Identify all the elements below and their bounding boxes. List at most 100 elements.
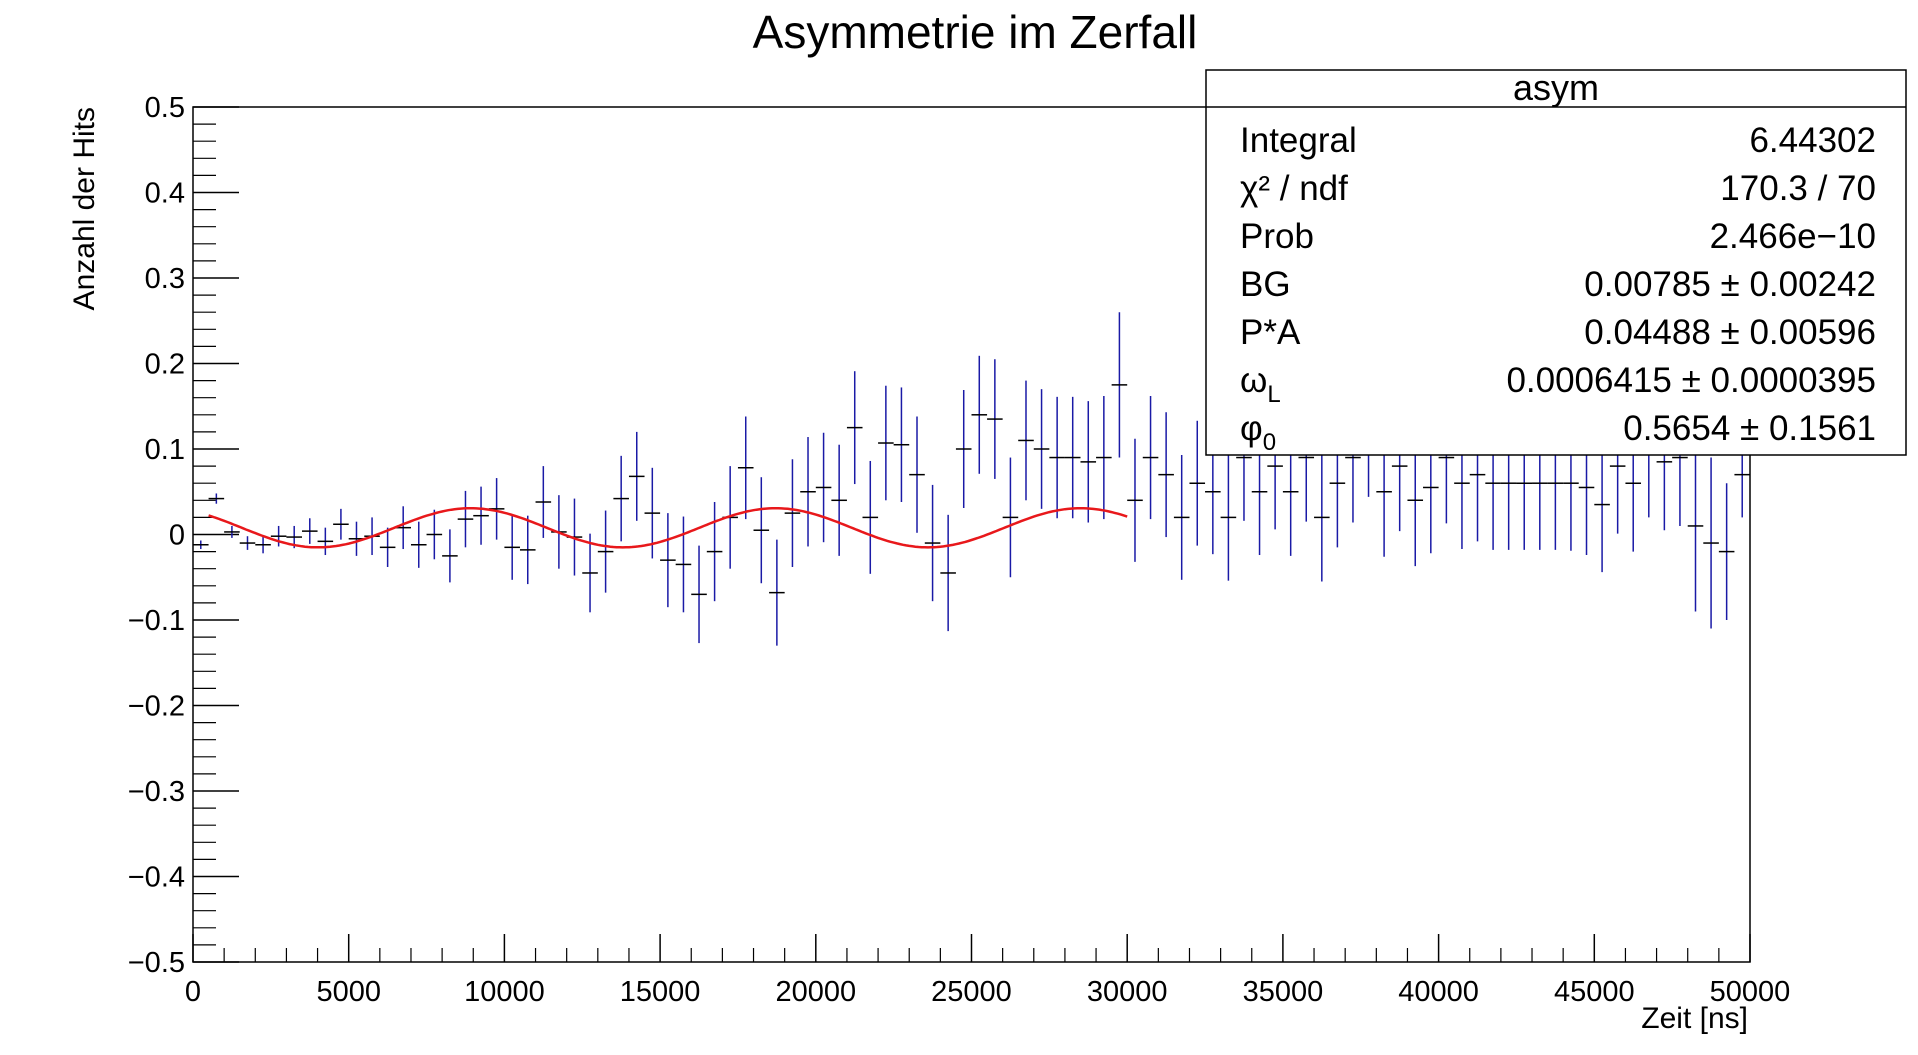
stats-row: Prob 2.466e−10 (1240, 217, 1876, 256)
data-point (1018, 380, 1034, 501)
y-tick-label: −0.3 (128, 776, 185, 808)
y-tick-label: 0.2 (145, 349, 185, 381)
data-point (737, 416, 754, 520)
data-point (1064, 396, 1081, 519)
data-point (1096, 395, 1112, 520)
y-tick-label: 0 (169, 520, 185, 552)
stats-box: asym Integral 6.44302 χ² / ndf 170.3 / 70 Pr… (1205, 67, 1907, 456)
data-point (628, 431, 645, 521)
data-point (924, 484, 941, 602)
x-axis-label: Zeit [ns] (1641, 1002, 1748, 1035)
data-point (1173, 454, 1190, 580)
data-point (519, 515, 536, 585)
y-tick-label: 0.5 (145, 92, 185, 124)
data-point (239, 536, 256, 550)
x-tick-label: 30000 (1087, 976, 1168, 1008)
data-point (846, 371, 863, 485)
data-point (255, 536, 271, 554)
data-point (862, 460, 879, 574)
data-point (675, 516, 692, 613)
data-point (613, 455, 629, 542)
x-tick-label: 50000 (1710, 976, 1791, 1008)
stats-row-label: BG (1240, 265, 1291, 304)
data-point (878, 385, 894, 501)
data-point (1002, 457, 1019, 578)
data-series (193, 312, 1750, 646)
y-axis-label: Anzahl der Hits (68, 107, 101, 310)
data-point (769, 539, 785, 646)
stats-row: ωL 0.0006415 ± 0.0000395 (1240, 361, 1876, 408)
data-point (224, 525, 240, 538)
data-point (208, 493, 225, 504)
x-tick-label: 0 (185, 976, 201, 1008)
x-tick-label: 35000 (1243, 976, 1324, 1008)
y-tick-label: −0.4 (128, 862, 185, 894)
y-axis: −0.5 −0.4 −0.3 −0.2 −0.1 0 0.1 0.2 0.3 0.4 0.5 (128, 92, 239, 979)
x-tick-label: 15000 (620, 976, 701, 1008)
data-point (1594, 437, 1610, 573)
x-tick-label: 25000 (931, 976, 1012, 1008)
data-point (1158, 412, 1174, 538)
data-point (270, 525, 287, 547)
data-point (1687, 440, 1704, 612)
data-point (1718, 483, 1735, 620)
y-tick-label: 0.3 (145, 263, 185, 295)
stats-row-value: 0.04488 ± 0.00596 (1584, 313, 1876, 352)
data-point (442, 529, 458, 583)
data-point (800, 437, 816, 547)
data-point (504, 514, 520, 580)
data-point (955, 390, 972, 508)
y-tick-label: 0.4 (145, 178, 185, 210)
data-point (395, 506, 411, 550)
data-point (193, 540, 209, 550)
data-point (1080, 401, 1097, 523)
data-point (1049, 396, 1065, 519)
stats-row-value: 6.44302 (1749, 121, 1876, 160)
stats-row: P*A 0.04488 ± 0.00596 (1240, 313, 1876, 352)
data-point (691, 545, 707, 644)
stats-row: Integral 6.44302 (1240, 121, 1876, 160)
x-tick-label: 45000 (1554, 976, 1635, 1008)
data-point (333, 508, 349, 540)
data-point (784, 459, 801, 567)
y-tick-label: −0.5 (128, 947, 185, 979)
data-point (940, 514, 956, 632)
data-point (1314, 453, 1330, 582)
data-point (1033, 389, 1050, 509)
x-tick-label: 40000 (1398, 976, 1479, 1008)
data-point (987, 359, 1003, 479)
data-point (909, 416, 925, 533)
chart-title: Asymmetrie im Zerfall (753, 6, 1198, 58)
data-point (753, 477, 770, 584)
data-point (1407, 434, 1424, 567)
stats-row-value: 0.00785 ± 0.00242 (1584, 265, 1876, 304)
data-point (815, 432, 832, 543)
data-point (301, 518, 318, 544)
data-point (893, 387, 910, 503)
stats-row-label: P*A (1240, 313, 1301, 352)
data-point (1111, 312, 1128, 458)
stats-row-label: χ² / ndf (1240, 169, 1348, 208)
stats-box-title: asym (1513, 67, 1599, 108)
y-tick-label: 0.1 (145, 434, 185, 466)
stats-row: BG 0.00785 ± 0.00242 (1240, 265, 1876, 304)
data-point (457, 490, 474, 548)
data-point (1142, 395, 1159, 520)
data-point (379, 527, 396, 567)
stats-row: χ² / ndf 170.3 / 70 (1240, 169, 1876, 208)
stats-row-value: 170.3 / 70 (1720, 169, 1876, 208)
data-point (582, 533, 598, 613)
data-point (473, 486, 489, 545)
data-point (1703, 457, 1719, 629)
data-point (1189, 420, 1206, 546)
data-point (660, 513, 676, 608)
data-point (831, 444, 847, 556)
data-point (426, 509, 443, 560)
data-point (706, 502, 723, 602)
data-point (317, 527, 334, 556)
y-tick-label: −0.2 (128, 691, 185, 723)
fit-curve (208, 506, 1128, 549)
x-axis: 0 5000 10000 15000 20000 25000 30000 35000 40000… (185, 934, 1790, 1008)
stats-row-value: 0.0006415 ± 0.0000395 (1506, 361, 1876, 400)
